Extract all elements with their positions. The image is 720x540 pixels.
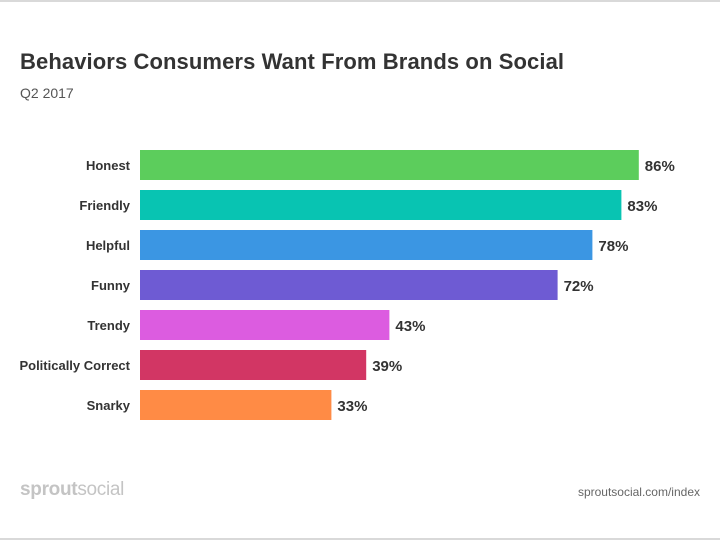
top-border [0, 0, 720, 2]
value-label-friendly: 83% [627, 198, 657, 215]
category-label-honest: Honest [86, 158, 131, 173]
source-link[interactable]: sproutsocial.com/index [577, 485, 700, 499]
bar-honest [140, 150, 639, 180]
bar-funny [140, 270, 558, 300]
value-label-snarky: 33% [337, 398, 367, 415]
brand-logo: sproutsocial [20, 479, 124, 501]
chart-subtitle: Q2 2017 [20, 85, 74, 101]
category-label-helpful: Helpful [86, 238, 130, 253]
category-label-snarky: Snarky [87, 398, 131, 413]
chart-title: Behaviors Consumers Want From Brands on … [20, 49, 565, 74]
bar-friendly [140, 190, 622, 220]
category-label-politically-correct: Politically Correct [19, 358, 130, 373]
brand-logo-bold: sprout [20, 479, 78, 500]
value-label-trendy: 43% [395, 318, 425, 335]
bar-politically-correct [140, 350, 367, 380]
bar-helpful [140, 230, 593, 260]
bottom-border [0, 538, 720, 540]
value-label-honest: 86% [645, 158, 675, 175]
bar-trendy [140, 310, 390, 340]
value-label-funny: 72% [564, 278, 594, 295]
category-label-friendly: Friendly [79, 198, 130, 213]
bar-snarky [140, 390, 332, 420]
value-label-politically-correct: 39% [372, 358, 402, 375]
category-label-trendy: Trendy [87, 318, 130, 333]
brand-logo-light: social [77, 479, 125, 500]
category-label-funny: Funny [91, 278, 131, 293]
value-label-helpful: 78% [598, 238, 628, 255]
